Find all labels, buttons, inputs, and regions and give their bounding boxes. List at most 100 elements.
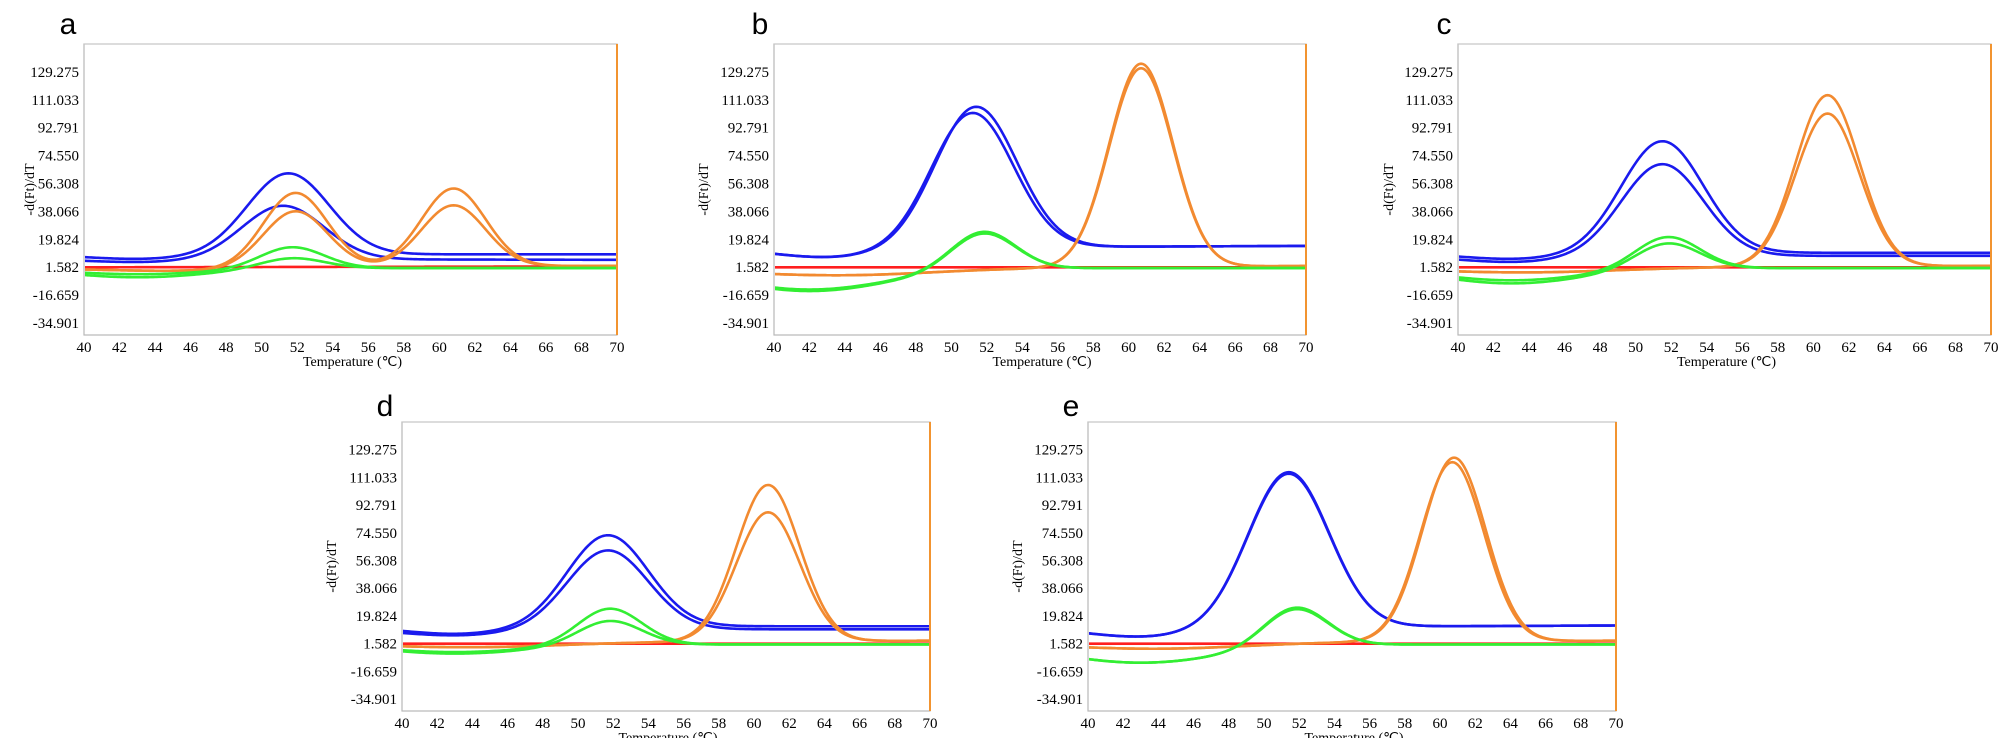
x-tick-label: 68 xyxy=(1573,716,1588,732)
y-tick-label: -16.659 xyxy=(1407,288,1453,304)
x-tick-label: 42 xyxy=(1116,716,1131,732)
y-tick-label: 111.033 xyxy=(1035,470,1083,486)
y-tick-label: -16.659 xyxy=(1037,664,1083,680)
y-tick-label: 74.550 xyxy=(1412,149,1453,165)
y-tick-label: 92.791 xyxy=(38,121,79,137)
y-tick-label: 1.582 xyxy=(45,260,79,276)
x-tick-label: 42 xyxy=(430,716,445,732)
y-tick-label: -34.901 xyxy=(33,316,79,332)
x-tick-label: 62 xyxy=(782,716,797,732)
x-tick-label: 48 xyxy=(908,340,923,356)
x-tick-label: 48 xyxy=(219,340,234,356)
y-tick-label: 129.275 xyxy=(1404,65,1453,81)
y-tick-label: 74.550 xyxy=(356,526,397,542)
x-tick-label: 58 xyxy=(1086,340,1101,356)
y-tick-label: 1.582 xyxy=(363,637,397,653)
y-tick-label: 129.275 xyxy=(720,65,769,81)
y-tick-label: 38.066 xyxy=(356,581,398,597)
x-tick-label: 50 xyxy=(1257,716,1272,732)
x-tick-label: 68 xyxy=(574,340,589,356)
y-axis-title: -d(Ft)/dT xyxy=(325,540,340,593)
x-tick-label: 60 xyxy=(432,340,447,356)
panel-label: e xyxy=(1063,390,1080,423)
y-axis-title: -d(Ft)/dT xyxy=(1382,163,1397,216)
x-tick-label: 60 xyxy=(1121,340,1136,356)
x-tick-label: 64 xyxy=(1192,340,1208,356)
x-tick-label: 40 xyxy=(77,340,92,356)
chart-panel-e: e 129.275 111.033 92.791 74.550 56.308 38.066 1… xyxy=(1011,390,1624,738)
x-tick-label: 44 xyxy=(1522,340,1538,356)
x-tick-label: 66 xyxy=(1228,340,1244,356)
x-tick-label: 54 xyxy=(641,716,657,732)
y-tick-label: -16.659 xyxy=(723,288,769,304)
x-tick-label: 70 xyxy=(610,340,625,356)
y-tick-label: 129.275 xyxy=(348,443,397,459)
x-tick-label: 56 xyxy=(361,340,377,356)
x-tick-label: 52 xyxy=(1664,340,1679,356)
y-tick-label: 38.066 xyxy=(38,204,80,220)
x-tick-label: 40 xyxy=(395,716,410,732)
y-tick-label: -34.901 xyxy=(1407,316,1453,332)
y-tick-label: 74.550 xyxy=(38,149,79,165)
x-tick-label: 70 xyxy=(1984,340,1999,356)
x-tick-label: 60 xyxy=(747,716,762,732)
y-tick-label: 92.791 xyxy=(1412,121,1453,137)
x-tick-label: 64 xyxy=(1503,716,1519,732)
panel-label: c xyxy=(1437,8,1452,41)
x-tick-label: 46 xyxy=(183,340,199,356)
x-tick-label: 52 xyxy=(290,340,305,356)
x-tick-label: 58 xyxy=(711,716,726,732)
x-tick-label: 52 xyxy=(979,340,994,356)
y-tick-label: -34.901 xyxy=(723,316,769,332)
y-tick-label: 92.791 xyxy=(356,498,397,514)
x-tick-label: 56 xyxy=(1050,340,1066,356)
plot-frame xyxy=(1087,421,1617,712)
x-tick-label: 44 xyxy=(837,340,853,356)
x-tick-label: 58 xyxy=(1397,716,1412,732)
x-tick-label: 46 xyxy=(1186,716,1202,732)
x-axis-title: Temperature (℃) xyxy=(1304,731,1403,738)
x-tick-label: 54 xyxy=(1327,716,1343,732)
plot-frame xyxy=(401,421,931,712)
plot-frame xyxy=(1457,43,1992,336)
series-group xyxy=(85,172,616,279)
y-tick-label: 111.033 xyxy=(349,470,397,486)
panel-label: b xyxy=(752,8,769,41)
y-tick-label: 19.824 xyxy=(728,232,770,248)
y-tick-label: 19.824 xyxy=(38,232,80,248)
plot-frame xyxy=(773,43,1307,336)
chart-panel-d: d 129.275 111.033 92.791 74.550 56.308 38.066 1… xyxy=(325,390,938,738)
series-group xyxy=(775,62,1305,293)
x-tick-label: 42 xyxy=(802,340,817,356)
y-tick-label: 38.066 xyxy=(1412,204,1454,220)
series-group xyxy=(1459,93,1990,285)
series-group xyxy=(403,483,929,655)
y-tick-label: 56.308 xyxy=(1412,176,1453,192)
x-axis-title: Temperature (℃) xyxy=(1677,355,1776,370)
x-tick-label: 46 xyxy=(1557,340,1573,356)
y-tick-label: 129.275 xyxy=(1034,443,1083,459)
x-tick-label: 48 xyxy=(535,716,550,732)
y-tick-label: 56.308 xyxy=(728,176,769,192)
x-tick-label: 44 xyxy=(465,716,481,732)
y-tick-label: 56.308 xyxy=(356,553,397,569)
x-tick-label: 60 xyxy=(1433,716,1448,732)
series-line-orange-2 xyxy=(775,66,1305,277)
y-tick-label: 38.066 xyxy=(1042,581,1084,597)
y-tick-label: -34.901 xyxy=(351,692,397,708)
series-line-green-2 xyxy=(85,256,616,279)
y-axis-title: -d(Ft)/dT xyxy=(1011,540,1026,593)
x-tick-label: 66 xyxy=(1912,340,1928,356)
series-line-green-2 xyxy=(1459,242,1990,285)
y-tick-label: 74.550 xyxy=(728,149,769,165)
x-tick-label: 50 xyxy=(254,340,269,356)
x-tick-label: 58 xyxy=(396,340,411,356)
x-tick-label: 70 xyxy=(1299,340,1314,356)
x-tick-label: 54 xyxy=(325,340,341,356)
y-axis-title: -d(Ft)/dT xyxy=(697,163,712,216)
x-tick-label: 48 xyxy=(1221,716,1236,732)
series-line-blue-1 xyxy=(403,533,929,636)
chart-panel-c: c 129.275 111.033 92.791 74.550 56.308 38.066 1… xyxy=(1382,8,1999,370)
chart-panel-b: b 129.275 111.033 92.791 74.550 56.308 38.066 1… xyxy=(697,8,1314,370)
